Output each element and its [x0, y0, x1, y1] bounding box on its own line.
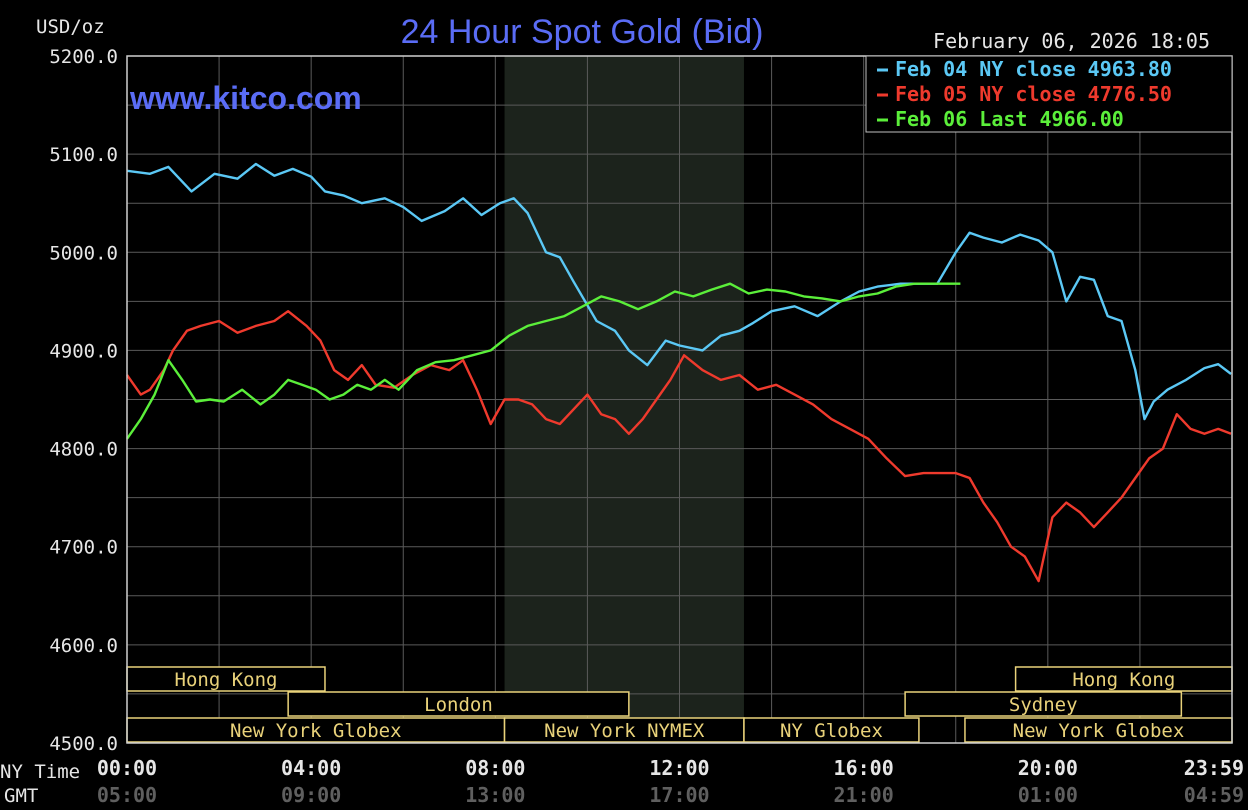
x-tick-label-gmt: 21:00	[834, 783, 894, 807]
session-box	[1014, 666, 1233, 692]
y-tick-label: 4900.0	[49, 340, 118, 362]
series-line	[126, 310, 1232, 583]
session-label: London	[424, 694, 493, 716]
x-tick-label-ny: 20:00	[1018, 756, 1078, 780]
x-tick-label-gmt: 05:00	[97, 783, 157, 807]
x-tick-label-gmt: 01:00	[1018, 783, 1078, 807]
session-box	[743, 717, 920, 743]
session-label: New York Globex	[230, 720, 402, 742]
session-label: New York NYMEX	[544, 720, 705, 742]
x-tick-label-ny: 04:00	[281, 756, 341, 780]
x-tick-label-ny: 08:00	[465, 756, 525, 780]
x-tick-label-gmt: 09:00	[281, 783, 341, 807]
y-tick-label: 4600.0	[49, 635, 118, 657]
y-tick-label: 5200.0	[49, 46, 118, 68]
session-label: Sydney	[1009, 694, 1078, 716]
plot-frame	[126, 55, 1233, 744]
x-tick-label-ny: 23:59	[1184, 756, 1244, 780]
legend-entry: Feb 06 Last 4966.00	[895, 107, 1124, 131]
x-axis-ticks: 00:00 04:00 08:00 12:00 16:00 20:00 23:59 05:00…	[97, 756, 1244, 807]
session-box	[503, 717, 745, 743]
chart-title: 24 Hour Spot Gold (Bid)	[401, 13, 764, 51]
session-label: NY Globex	[780, 720, 883, 742]
session-box	[126, 666, 326, 692]
legend-entry: Feb 04 NY close 4963.80	[895, 57, 1172, 81]
price-series	[126, 162, 1232, 583]
x-tick-label-gmt: 17:00	[649, 783, 709, 807]
session-label: Hong Kong	[175, 669, 278, 691]
x-tick-label-ny: 12:00	[649, 756, 709, 780]
series-line	[126, 282, 961, 440]
session-label: New York Globex	[1013, 720, 1185, 742]
y-tick-label: 4700.0	[49, 537, 118, 559]
x-axis-label-ny: NY Time	[0, 761, 80, 783]
y-axis-ticks: 5200.0 5100.0 5000.0 4900.0 4800.0 4700.0 4600…	[49, 46, 118, 755]
y-axis-unit: USD/oz	[36, 16, 105, 38]
x-tick-label-gmt: 13:00	[465, 783, 525, 807]
session-label: Hong Kong	[1072, 669, 1175, 691]
x-tick-label-ny: 16:00	[834, 756, 894, 780]
trading-sessions: Hong Kong Hong Kong London Sydney New York G…	[126, 666, 1233, 743]
x-tick-label-gmt: 04:59	[1184, 783, 1244, 807]
legend-box	[865, 55, 1233, 133]
y-tick-label: 5000.0	[49, 242, 118, 264]
legend-entry: Feb 05 NY close 4776.50	[895, 82, 1172, 106]
session-box	[904, 691, 1183, 717]
x-tick-label-ny: 00:00	[97, 756, 157, 780]
session-box	[287, 691, 630, 717]
session-box	[964, 717, 1233, 743]
y-tick-label: 5100.0	[49, 144, 118, 166]
y-tick-label: 4500.0	[49, 733, 118, 755]
watermark-link[interactable]: www.kitco.com	[129, 80, 362, 116]
x-axis-label-gmt: GMT	[4, 785, 38, 807]
timestamp: February 06, 2026 18:05	[933, 29, 1210, 53]
y-tick-label: 4800.0	[49, 439, 118, 461]
grid-lines	[126, 55, 1233, 744]
series-line	[126, 162, 1232, 421]
